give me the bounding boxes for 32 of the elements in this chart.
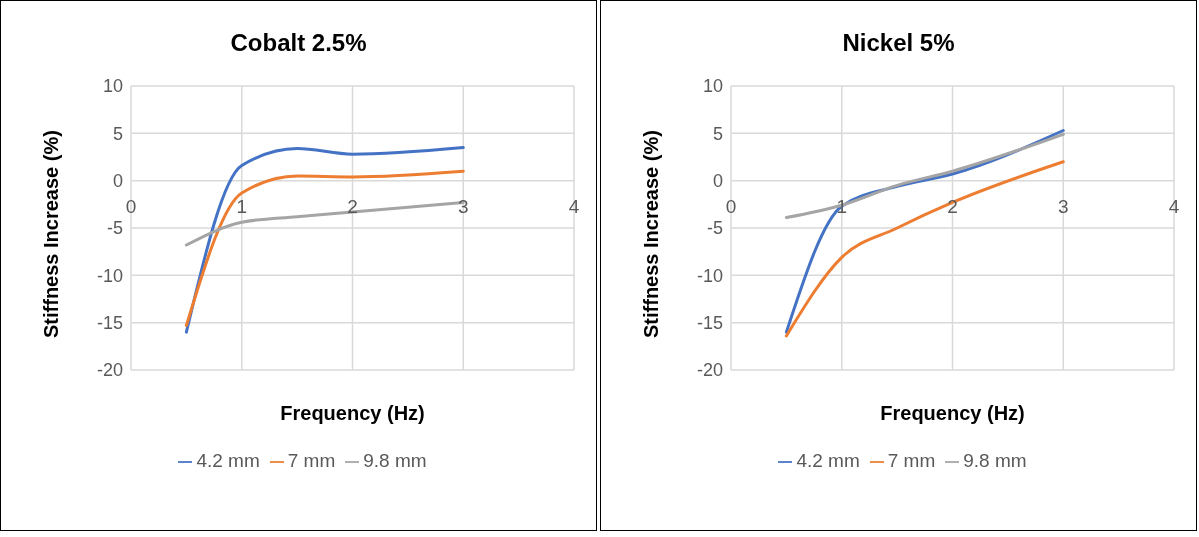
y-tick-label: -5 [706, 218, 723, 239]
y-tick-label: 10 [102, 76, 123, 97]
y-tick-label: -20 [696, 360, 723, 381]
y-axis-title: Stiffness Increase (%) [40, 130, 63, 338]
x-tick-label: 3 [457, 195, 469, 217]
y-tick-label: -15 [696, 313, 723, 334]
legend-label: 4.2 mm [196, 450, 260, 471]
y-tick-label: 0 [112, 171, 123, 192]
legend-label: 7 mm [887, 450, 936, 471]
x-tick-label: 3 [1057, 195, 1069, 217]
legend-label: 9.8 mm [963, 450, 1027, 471]
y-tick-label: 0 [712, 171, 723, 192]
x-tick-label: 1 [236, 195, 248, 217]
y-tick-label: 5 [712, 123, 723, 144]
x-tick-label: 4 [568, 195, 580, 217]
legend-label: 7 mm [287, 450, 336, 471]
y-tick-label: -10 [696, 265, 723, 286]
x-axis-title: Frequency (Hz) [880, 402, 1025, 424]
y-tick-label: -10 [96, 265, 123, 286]
y-axis-title: Stiffness Increase (%) [640, 130, 663, 338]
x-tick-label: 2 [347, 195, 358, 217]
chart-title: Nickel 5% [841, 29, 956, 57]
y-tick-label: -15 [96, 313, 123, 334]
legend-label: 9.8 mm [363, 450, 427, 471]
y-tick-label: 10 [702, 76, 723, 97]
chart-title: Cobalt 2.5% [229, 29, 368, 57]
x-tick-label: 4 [1168, 195, 1180, 217]
y-tick-label: -20 [96, 360, 123, 381]
y-tick-label: 5 [112, 123, 123, 144]
y-tick-label: -5 [106, 218, 123, 239]
x-axis-title: Frequency (Hz) [280, 402, 425, 424]
legend-label: 4.2 mm [796, 450, 860, 471]
